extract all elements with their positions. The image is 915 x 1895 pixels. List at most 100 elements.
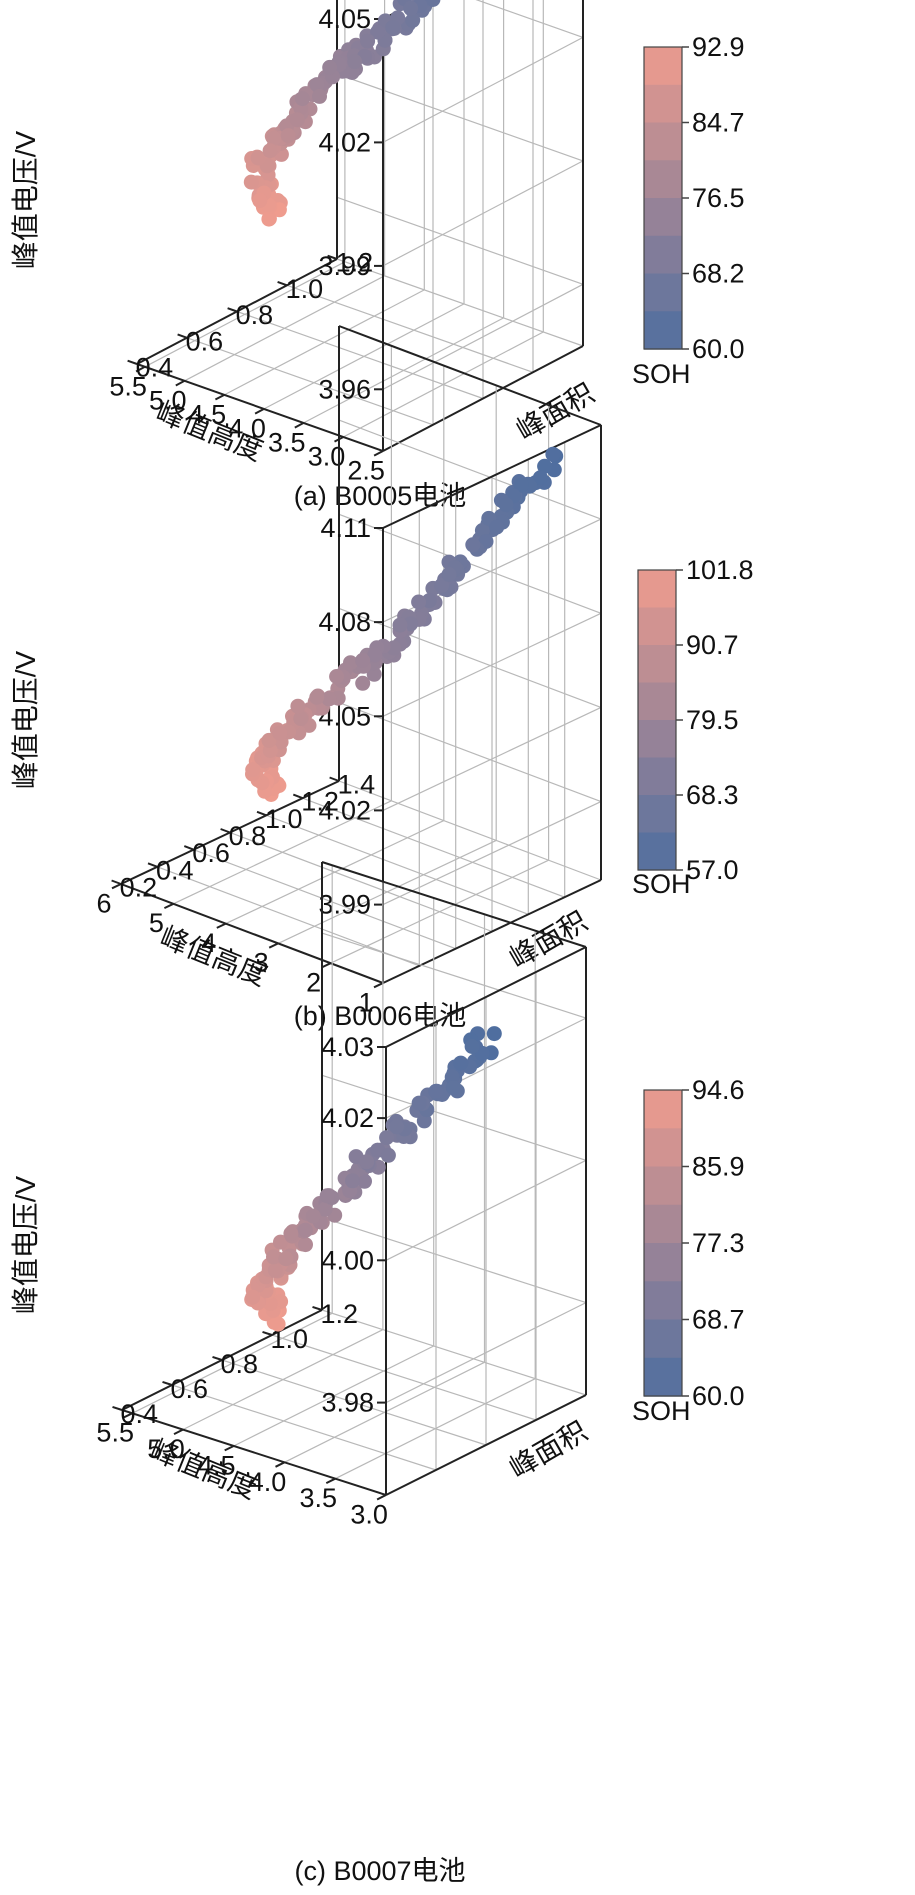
- data-point: [309, 77, 325, 93]
- grid-line: [286, 284, 534, 373]
- x-tick-label: 5.5: [96, 1418, 134, 1448]
- data-point: [428, 1083, 444, 1099]
- data-point: [278, 1251, 294, 1267]
- y-tick-mark: [327, 254, 338, 260]
- x-tick-mark: [373, 450, 384, 457]
- data-point: [403, 0, 419, 16]
- colorbar-tick-label: 60.0: [692, 1381, 745, 1411]
- data-point: [464, 1039, 480, 1054]
- y-tick-label: 0.4: [156, 855, 194, 885]
- grid-line: [271, 1334, 537, 1421]
- data-point: [416, 1113, 432, 1129]
- data-point: [243, 174, 259, 190]
- y-tick-label: 1.4: [338, 770, 376, 800]
- y-tick-label: 1.0: [265, 804, 303, 834]
- data-point: [273, 1234, 288, 1250]
- x-tick-label: 2.5: [347, 456, 385, 486]
- grid-line: [382, 706, 602, 811]
- grid-line: [321, 932, 587, 1019]
- x-tick-mark: [111, 883, 122, 890]
- grid-line: [321, 1309, 587, 1396]
- data-point: [245, 762, 261, 778]
- x-tick-mark: [163, 902, 174, 910]
- grid-line: [336, 196, 584, 285]
- grid-line: [321, 1217, 587, 1304]
- data-point: [298, 1237, 313, 1253]
- data-point: [379, 1130, 395, 1146]
- data-point: [280, 128, 296, 144]
- grid-line: [321, 1074, 587, 1161]
- z-tick-label: 4.08: [318, 607, 371, 637]
- data-point: [411, 594, 427, 610]
- y-axis-title: 峰面积: [504, 1415, 592, 1484]
- x-tick-mark: [173, 1428, 184, 1435]
- x-axis-line: [121, 1409, 387, 1496]
- y-tick-mark: [220, 828, 231, 834]
- colorbar-segment: [644, 1166, 682, 1206]
- grid-line: [236, 310, 484, 400]
- x-tick-label: 4.0: [228, 414, 266, 444]
- data-point: [360, 33, 376, 49]
- data-point: [319, 1188, 335, 1204]
- x-tick-mark: [376, 1494, 387, 1501]
- colorbar-segment: [644, 1281, 682, 1321]
- y-tick-mark: [112, 1405, 123, 1411]
- z-tick-label: 4.02: [318, 795, 371, 825]
- x-tick-label: 6: [96, 888, 111, 918]
- y-tick-mark: [312, 1305, 323, 1311]
- y-tick-label: 1.0: [286, 274, 324, 304]
- colorbar-tick-label: 60.0: [692, 334, 745, 364]
- z-tick-label: 4.02: [318, 127, 371, 157]
- colorbar-segment: [638, 645, 676, 684]
- colorbar-tick-label: 77.3: [692, 1228, 745, 1258]
- colorbar-tick-label: 92.9: [692, 32, 745, 62]
- x-tick-mark: [373, 982, 384, 989]
- panel-caption: (c) B0007电池: [294, 1856, 465, 1886]
- x-tick-mark: [275, 1461, 285, 1468]
- data-point: [289, 112, 305, 128]
- grid-line: [385, 1302, 587, 1404]
- x-tick-label: 5.0: [149, 386, 187, 416]
- colorbar-segment: [638, 720, 676, 759]
- colorbar-tick-label: 68.3: [686, 780, 739, 810]
- y-tick-mark: [183, 845, 195, 851]
- grid-line: [338, 780, 602, 881]
- grid-line: [385, 1159, 587, 1261]
- grid-line: [336, 73, 584, 162]
- grid-line: [229, 831, 493, 933]
- data-point: [434, 577, 450, 593]
- data-point: [405, 12, 421, 28]
- grid-line: [221, 1359, 487, 1446]
- y-tick-mark: [127, 359, 138, 365]
- data-point: [498, 497, 514, 513]
- y-tick-mark: [292, 793, 304, 800]
- data-point: [305, 1208, 321, 1224]
- x-tick-label: 5: [149, 908, 164, 938]
- x-tick-label: 4.0: [249, 1467, 287, 1497]
- data-point: [370, 24, 386, 40]
- z-tick-label: 3.96: [318, 374, 371, 404]
- colorbar-segment: [644, 198, 682, 237]
- y-tick-label: 0.2: [120, 873, 158, 903]
- z-tick-label: 3.99: [318, 251, 371, 281]
- scatter-series: [243, 0, 441, 227]
- grid-line: [382, 36, 584, 143]
- y-tick-label: 0.6: [186, 326, 224, 356]
- colorbar-segment: [644, 1128, 682, 1168]
- colorbar-segment: [644, 122, 682, 161]
- x-tick-label: 3.5: [268, 428, 306, 458]
- data-point: [294, 91, 310, 107]
- y-tick-label: 0.6: [171, 1374, 209, 1404]
- data-point: [283, 1226, 299, 1241]
- colorbar-segment: [644, 1204, 682, 1244]
- y-axis-title: 峰面积: [511, 377, 599, 446]
- box-edge: [321, 861, 587, 948]
- z-tick-label: 4.02: [321, 1103, 374, 1133]
- data-point: [411, 1095, 427, 1111]
- data-point: [359, 1154, 375, 1170]
- data-point: [392, 617, 408, 633]
- y-tick-mark: [277, 280, 288, 287]
- grid-line: [382, 160, 584, 267]
- x-tick-mark: [216, 922, 227, 929]
- x-tick-mark: [294, 422, 305, 429]
